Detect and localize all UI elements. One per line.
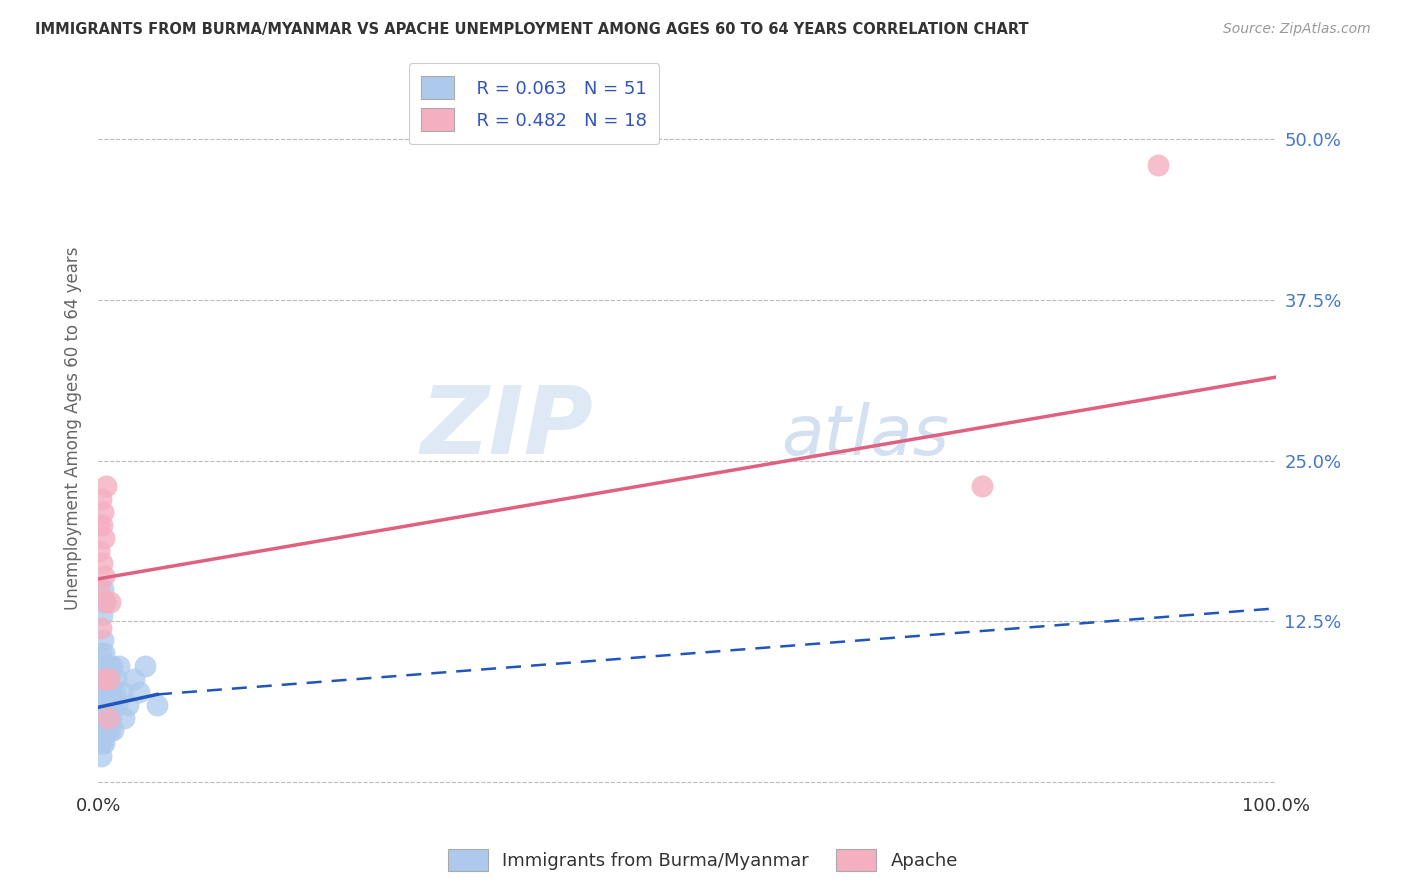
Point	[90, 723, 112, 738]
Text: Source: ZipAtlas.com: Source: ZipAtlas.com	[1223, 22, 1371, 37]
Point	[93, 646, 115, 660]
Point	[96, 685, 118, 699]
Point	[96, 659, 118, 673]
Point	[122, 672, 145, 686]
Point	[90, 607, 112, 622]
Point	[91, 582, 114, 596]
Legend: Immigrants from Burma/Myanmar, Apache: Immigrants from Burma/Myanmar, Apache	[441, 842, 965, 879]
Point	[93, 531, 115, 545]
Point	[91, 672, 114, 686]
Point	[89, 736, 111, 750]
Point	[104, 672, 127, 686]
Point	[90, 685, 112, 699]
Point	[90, 492, 112, 507]
Point	[97, 710, 120, 724]
Point	[94, 595, 117, 609]
Point	[112, 710, 135, 724]
Point	[97, 685, 120, 699]
Point	[128, 685, 150, 699]
Point	[100, 685, 122, 699]
Point	[89, 710, 111, 724]
Point	[96, 479, 118, 493]
Point	[98, 659, 121, 673]
Point	[90, 659, 112, 673]
Point	[90, 710, 112, 724]
Point	[97, 698, 120, 712]
Point	[94, 698, 117, 712]
Point	[117, 698, 139, 712]
Point	[91, 672, 114, 686]
Text: IMMIGRANTS FROM BURMA/MYANMAR VS APACHE UNEMPLOYMENT AMONG AGES 60 TO 64 YEARS C: IMMIGRANTS FROM BURMA/MYANMAR VS APACHE …	[35, 22, 1029, 37]
Point	[98, 595, 121, 609]
Point	[970, 479, 993, 493]
Point	[111, 685, 134, 699]
Point	[98, 723, 121, 738]
Text: atlas: atlas	[782, 402, 949, 469]
Point	[91, 633, 114, 648]
Point	[93, 569, 115, 583]
Point	[90, 646, 112, 660]
Point	[89, 685, 111, 699]
Point	[101, 698, 124, 712]
Point	[97, 723, 120, 738]
Point	[90, 517, 112, 532]
Point	[90, 749, 112, 764]
Point	[89, 517, 111, 532]
Point	[90, 736, 112, 750]
Point	[89, 582, 111, 596]
Point	[90, 672, 112, 686]
Point	[1147, 158, 1170, 172]
Point	[101, 659, 124, 673]
Legend:   R = 0.063   N = 51,   R = 0.482   N = 18: R = 0.063 N = 51, R = 0.482 N = 18	[409, 63, 659, 145]
Point	[97, 672, 120, 686]
Point	[91, 505, 114, 519]
Point	[93, 710, 115, 724]
Point	[91, 698, 114, 712]
Y-axis label: Unemployment Among Ages 60 to 64 years: Unemployment Among Ages 60 to 64 years	[65, 247, 82, 610]
Point	[89, 543, 111, 558]
Point	[90, 698, 112, 712]
Point	[100, 710, 122, 724]
Point	[146, 698, 169, 712]
Point	[108, 659, 131, 673]
Point	[97, 710, 120, 724]
Point	[105, 698, 128, 712]
Point	[94, 723, 117, 738]
Point	[104, 685, 127, 699]
Point	[97, 672, 120, 686]
Text: ZIP: ZIP	[420, 383, 593, 475]
Point	[93, 736, 115, 750]
Point	[94, 595, 117, 609]
Point	[134, 659, 156, 673]
Point	[90, 557, 112, 571]
Point	[90, 621, 112, 635]
Point	[93, 685, 115, 699]
Point	[103, 723, 125, 738]
Point	[91, 723, 114, 738]
Point	[96, 710, 118, 724]
